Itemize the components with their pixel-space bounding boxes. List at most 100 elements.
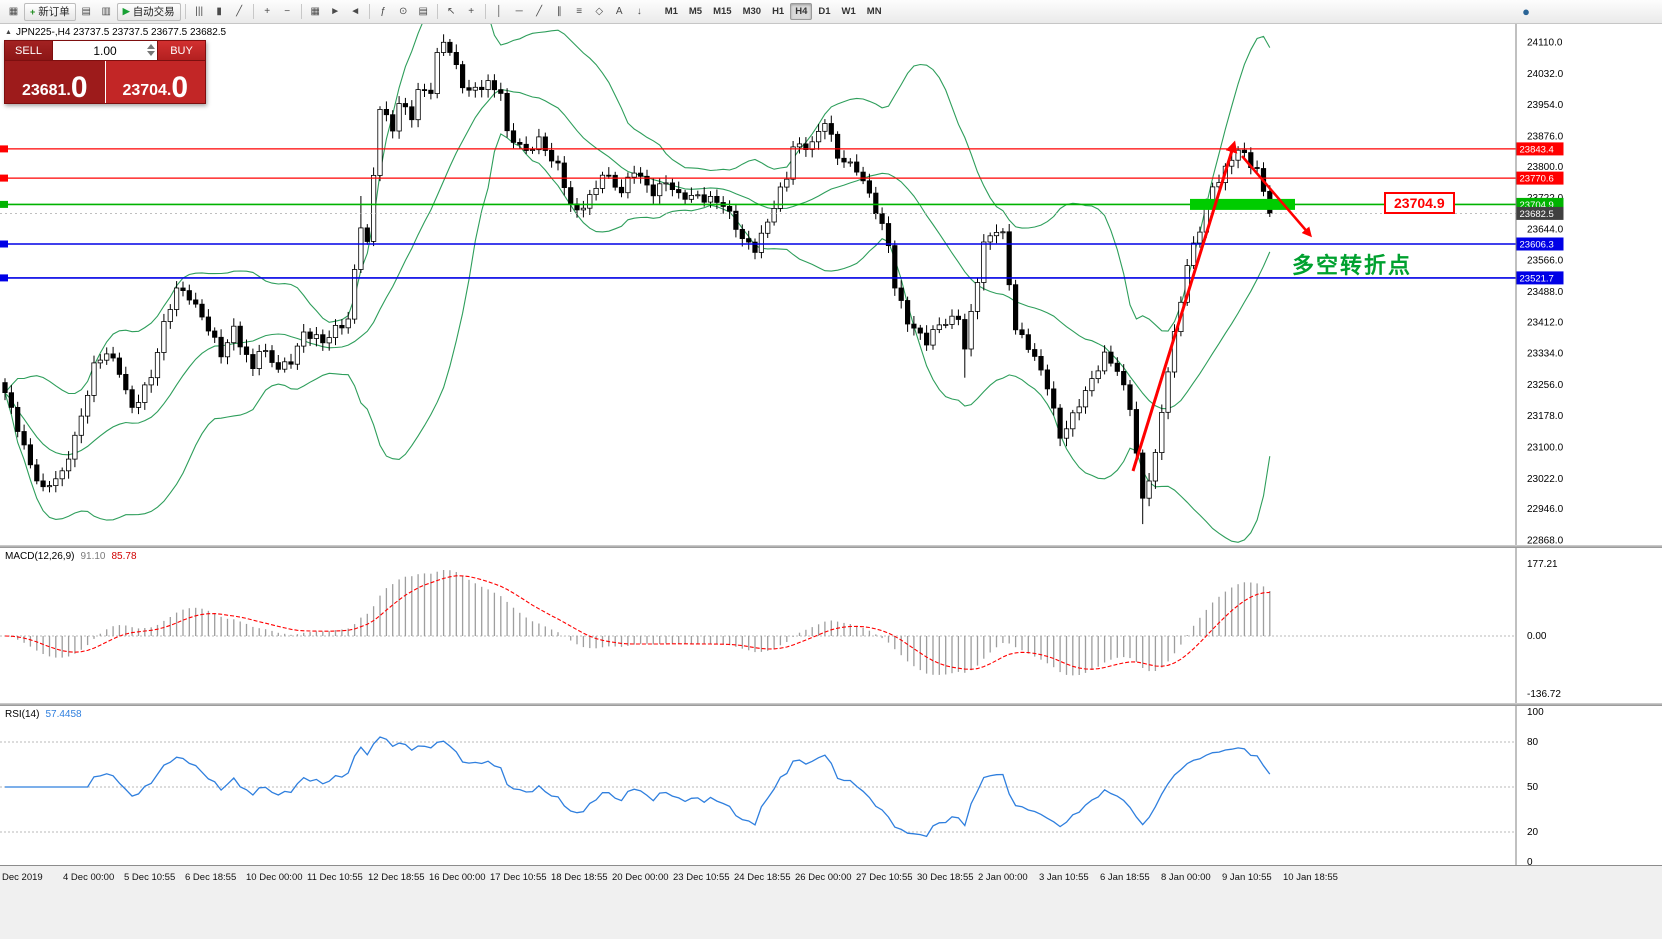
- cursor-icon[interactable]: ↖: [446, 6, 456, 17]
- chart-shift-icon[interactable]: ◄: [350, 6, 361, 17]
- time-label: 11 Dec 10:55: [307, 872, 363, 883]
- price-tick: 23566.0: [1527, 256, 1564, 267]
- timeframe-switcher: M1 M5 M15 M30 H1 H4 D1 W1 MN: [660, 3, 887, 20]
- price-tag[interactable]: [1516, 271, 1564, 285]
- price-tick: 23876.0: [1527, 131, 1564, 142]
- lot-size-field[interactable]: 1.00: [52, 41, 158, 60]
- price-tag[interactable]: [1516, 206, 1564, 220]
- price-callout-label[interactable]: 23704.9: [1384, 192, 1455, 214]
- fibonacci-icon[interactable]: ≡: [576, 6, 583, 17]
- price-tick: 23954.0: [1527, 100, 1564, 111]
- candlestick-chart-icon[interactable]: ▮: [216, 6, 222, 17]
- zoom-out-icon[interactable]: −: [284, 6, 291, 17]
- price-tick: 23178.0: [1527, 411, 1564, 422]
- templates-icon[interactable]: ▤: [418, 6, 428, 17]
- macd-canvas[interactable]: 177.21 0.00 -136.72: [0, 548, 1662, 703]
- turning-point-annotation[interactable]: 多空转折点: [1292, 253, 1413, 278]
- price-tick: 23100.0: [1527, 443, 1564, 454]
- timeframe-h1-button[interactable]: H1: [772, 6, 785, 17]
- indicators-icon[interactable]: ƒ: [380, 6, 386, 17]
- one-click-trading-panel: SELL 1.00 BUY 23681. 0 23704. 0: [4, 40, 206, 104]
- time-axis[interactable]: Dec 2019 4 Dec 00:00 5 Dec 10:55 6 Dec 18:5…: [0, 865, 1662, 939]
- toolbar-separator: [368, 4, 370, 19]
- timeframe-m1-button[interactable]: M1: [664, 6, 678, 17]
- auto-scroll-icon[interactable]: ►: [330, 6, 341, 17]
- collapse-trade-panel-icon[interactable]: ▲: [5, 29, 12, 36]
- time-label: 10 Jan 18:55: [1283, 872, 1338, 883]
- sell-button[interactable]: SELL: [5, 41, 52, 60]
- new-order-button[interactable]: + 新订单: [24, 2, 76, 21]
- rsi-name: RSI(14): [5, 709, 40, 720]
- channel-icon[interactable]: ∥: [556, 6, 562, 17]
- symbol-ohlc-text: JPN225-,H4 23737.5 23737.5 23677.5 23682…: [15, 27, 227, 38]
- timeframe-w1-button[interactable]: W1: [841, 6, 856, 17]
- timeframe-m30-button[interactable]: M30: [742, 6, 762, 17]
- main-chart-panel[interactable]: 24110.024032.023954.023876.023800.023722…: [0, 24, 1662, 545]
- panel-divider[interactable]: [0, 545, 1662, 548]
- price-scale[interactable]: 24110.024032.023954.023876.023800.023722…: [1527, 38, 1564, 546]
- price-tag[interactable]: [1516, 171, 1564, 185]
- timeframe-m5-button[interactable]: M5: [688, 6, 703, 17]
- price-tick: 22946.0: [1527, 504, 1564, 515]
- bar-chart-icon[interactable]: |||: [195, 6, 204, 17]
- lot-decrease-icon[interactable]: [147, 51, 155, 56]
- timeframe-d1-button[interactable]: D1: [818, 6, 831, 17]
- price-tag[interactable]: [1516, 237, 1564, 251]
- buy-button[interactable]: BUY: [158, 41, 205, 60]
- rsi-panel[interactable]: 100 80 50 20 0 RSI(14) 57.4458: [0, 706, 1662, 868]
- help-icon[interactable]: ●: [1522, 4, 1530, 19]
- time-label: 23 Dec 10:55: [673, 872, 730, 883]
- vertical-line-icon[interactable]: │: [496, 6, 503, 17]
- toolbar-separator: [184, 4, 186, 19]
- buy-price[interactable]: 23704. 0: [105, 61, 205, 103]
- time-label: 4 Dec 00:00: [63, 872, 115, 883]
- timeframe-h4-button[interactable]: H4: [790, 3, 813, 20]
- time-label: 2 Jan 00:00: [978, 872, 1028, 883]
- crosshair-icon[interactable]: +: [468, 6, 475, 17]
- lot-increase-icon[interactable]: [147, 44, 155, 49]
- price-tag-label: 23843.4: [1520, 144, 1554, 155]
- line-chart-icon[interactable]: ╱: [236, 6, 243, 17]
- lot-stepper[interactable]: [147, 44, 155, 56]
- zoom-in-icon[interactable]: +: [264, 6, 271, 17]
- panel-divider[interactable]: [0, 703, 1662, 706]
- auto-trading-button[interactable]: ▶ 自动交易: [116, 2, 181, 21]
- horizontal-line-icon[interactable]: ─: [515, 6, 523, 17]
- lot-size-value[interactable]: 1.00: [93, 43, 117, 58]
- rsi-levels: [0, 741, 1516, 833]
- macd-panel[interactable]: 177.21 0.00 -136.72 MACD(12,26,9) 91.10 85.7…: [0, 548, 1662, 703]
- price-tags[interactable]: 23843.4 23770.6 23704.9 23606.3 23521.7 23682…: [1516, 142, 1564, 285]
- up-trend-arrow[interactable]: [1131, 140, 1238, 472]
- main-chart-canvas[interactable]: 24110.024032.023954.023876.023800.023722…: [0, 24, 1662, 545]
- time-label: 6 Jan 18:55: [1100, 872, 1150, 883]
- new-order-button-label: 新订单: [38, 6, 70, 18]
- auto-trading-button-icon: ▶: [122, 6, 130, 16]
- price-tag-label: 23606.3: [1520, 240, 1554, 251]
- tile-windows-icon[interactable]: ▦: [310, 6, 320, 17]
- sell-price[interactable]: 23681. 0: [5, 61, 106, 103]
- profiles-icon[interactable]: ▤: [81, 6, 91, 17]
- trendline-icon[interactable]: ╱: [536, 6, 543, 17]
- rsi-indicator-label: RSI(14) 57.4458: [5, 709, 82, 720]
- down-trend-arrow[interactable]: [1241, 155, 1312, 238]
- highlight-zone[interactable]: [1190, 198, 1295, 210]
- price-tag[interactable]: [1516, 142, 1564, 156]
- horizontal-lines[interactable]: [0, 148, 1516, 279]
- macd-name: MACD(12,26,9): [5, 551, 75, 562]
- macd-signal-value: 85.78: [111, 551, 137, 562]
- shapes-icon[interactable]: ◇: [595, 6, 604, 17]
- trend-arrows[interactable]: [1131, 140, 1312, 472]
- text-icon[interactable]: A: [615, 6, 623, 17]
- left-level-markers: [0, 145, 8, 282]
- macd-axis[interactable]: 177.21 0.00 -136.72: [1527, 559, 1561, 700]
- auto-trading-button-label: 自动交易: [132, 6, 175, 18]
- timeframe-mn-button[interactable]: MN: [866, 6, 882, 17]
- rsi-canvas[interactable]: 100 80 50 20 0: [0, 706, 1662, 868]
- rsi-axis[interactable]: 100 80 50 20 0: [1527, 707, 1544, 868]
- arrow-tools-icon[interactable]: ↓: [636, 6, 642, 17]
- timeframe-m15-button[interactable]: M15: [713, 6, 732, 17]
- charts-grid-icon[interactable]: ▥: [101, 6, 111, 17]
- chart-window-icon[interactable]: ▦: [8, 6, 19, 17]
- periods-icon[interactable]: ⊙: [398, 6, 408, 17]
